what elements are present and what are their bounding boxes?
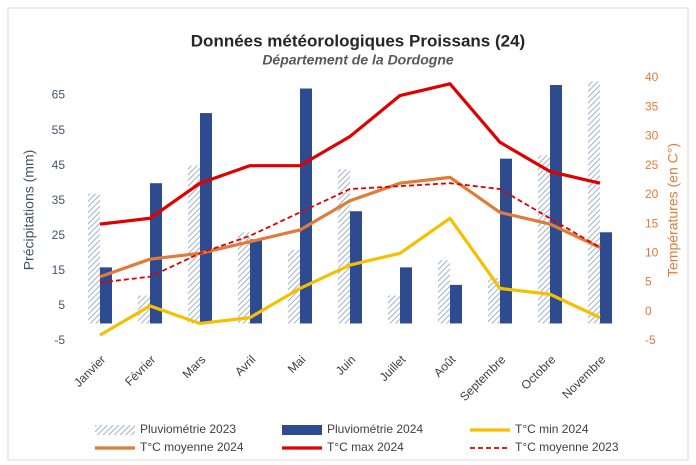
- y2-axis-label: Températures (en C°): [665, 143, 681, 277]
- bar: [338, 169, 350, 324]
- x-tick-label: Juillet: [377, 352, 409, 384]
- legend-label: Pluviométrie 2023: [140, 422, 236, 436]
- legend-label: T°C moyenne 2024: [140, 440, 244, 454]
- bar: [300, 88, 312, 324]
- bar: [238, 232, 250, 324]
- x-tick-label: Octobre: [518, 352, 558, 392]
- bar: [388, 295, 400, 324]
- bar: [150, 183, 162, 324]
- y2-tick-label: 40: [645, 70, 659, 84]
- y-tick-label: 25: [52, 228, 66, 242]
- y2-tick-label: 30: [645, 129, 659, 143]
- x-tick-label: Avril: [232, 352, 258, 378]
- bar: [400, 267, 412, 324]
- legend-swatch: [282, 425, 322, 435]
- bar: [88, 193, 100, 324]
- y-tick-label: 5: [58, 298, 65, 312]
- y2-tick-label: 35: [645, 99, 659, 113]
- legend-swatch: [95, 425, 135, 435]
- legend-label: T°C min 2024: [515, 422, 589, 436]
- x-tick-label: Septembre: [457, 352, 509, 404]
- bar: [250, 239, 262, 324]
- legend-label: Pluviométrie 2024: [327, 422, 423, 436]
- bar: [500, 158, 512, 324]
- y2-tick-label: -5: [645, 333, 656, 347]
- x-tick-label: Août: [431, 352, 459, 380]
- x-tick-label: Mai: [285, 352, 309, 376]
- line: [99, 182, 601, 284]
- bar: [588, 81, 600, 324]
- y2-tick-label: 0: [645, 304, 652, 318]
- y2-tick-label: 20: [645, 187, 659, 201]
- line: [99, 82, 601, 226]
- y2-tick-label: 15: [645, 216, 659, 230]
- bar: [538, 155, 550, 324]
- bar: [350, 211, 362, 324]
- y-tick-label: 35: [52, 193, 66, 207]
- bar: [438, 260, 450, 324]
- line: [99, 216, 601, 337]
- y2-tick-label: 5: [645, 275, 652, 289]
- bar: [550, 85, 562, 324]
- y2-tick-label: 25: [645, 158, 659, 172]
- y2-tick-label: 10: [645, 246, 659, 260]
- bar: [450, 284, 462, 324]
- legend-label: T°C moyenne 2023: [515, 440, 619, 454]
- bar: [288, 249, 300, 324]
- bar: [188, 165, 200, 324]
- x-tick-label: Novembre: [559, 352, 608, 401]
- x-tick-label: Février: [122, 352, 158, 388]
- y-tick-label: 55: [52, 123, 66, 137]
- y-tick-label: 65: [52, 88, 66, 102]
- y-tick-label: -5: [54, 333, 65, 347]
- bar: [600, 232, 612, 324]
- legend-label: T°C max 2024: [327, 440, 404, 454]
- line: [99, 175, 601, 279]
- bar: [488, 277, 500, 324]
- bar: [200, 113, 212, 324]
- y-axis-label: Précipitations (mm): [21, 150, 37, 271]
- y-tick-label: 15: [52, 263, 66, 277]
- chart-border: [7, 7, 689, 461]
- x-tick-label: Juin: [333, 352, 358, 377]
- y-tick-label: 45: [52, 158, 66, 172]
- x-tick-label: Mars: [180, 352, 209, 381]
- chart-title: Données météorologiques Proissans (24): [191, 31, 525, 50]
- chart-subtitle: Département de la Dordogne: [262, 52, 454, 68]
- x-tick-label: Janvier: [71, 352, 108, 389]
